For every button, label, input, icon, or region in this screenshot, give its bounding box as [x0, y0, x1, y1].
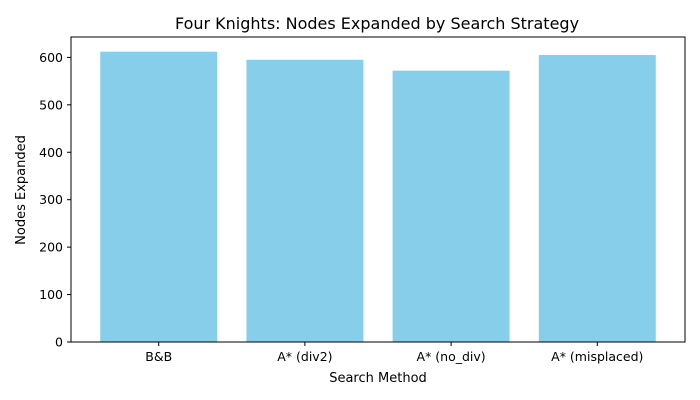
- y-tick-label: 500: [39, 97, 63, 112]
- y-tick-label: 400: [39, 145, 63, 160]
- y-axis-label: Nodes Expanded: [14, 135, 29, 245]
- bars-group: [100, 51, 656, 343]
- bar-3: [538, 55, 656, 343]
- plot-frame: [70, 36, 686, 343]
- bar-1: [246, 59, 364, 343]
- y-ticks: 0 100 200 300 400 500 600: [39, 50, 71, 350]
- bar-0: [100, 51, 218, 342]
- chart-title: Four Knights: Nodes Expanded by Search S…: [175, 14, 579, 33]
- y-tick-label: 100: [39, 287, 63, 302]
- x-tick-label: B&B: [145, 349, 172, 364]
- x-ticks: B&B A* (div2) A* (no_div) A* (misplaced): [145, 342, 643, 364]
- y-tick-label: 0: [55, 335, 63, 350]
- y-tick-label: 200: [39, 240, 63, 255]
- y-tick-label: 300: [39, 192, 63, 207]
- bar-2: [392, 70, 510, 343]
- y-tick-label: 600: [39, 50, 63, 65]
- x-tick-label: A* (div2): [277, 349, 332, 364]
- x-tick-label: A* (no_div): [417, 349, 486, 364]
- x-axis-label: Search Method: [329, 371, 427, 386]
- x-tick-label: A* (misplaced): [551, 349, 643, 364]
